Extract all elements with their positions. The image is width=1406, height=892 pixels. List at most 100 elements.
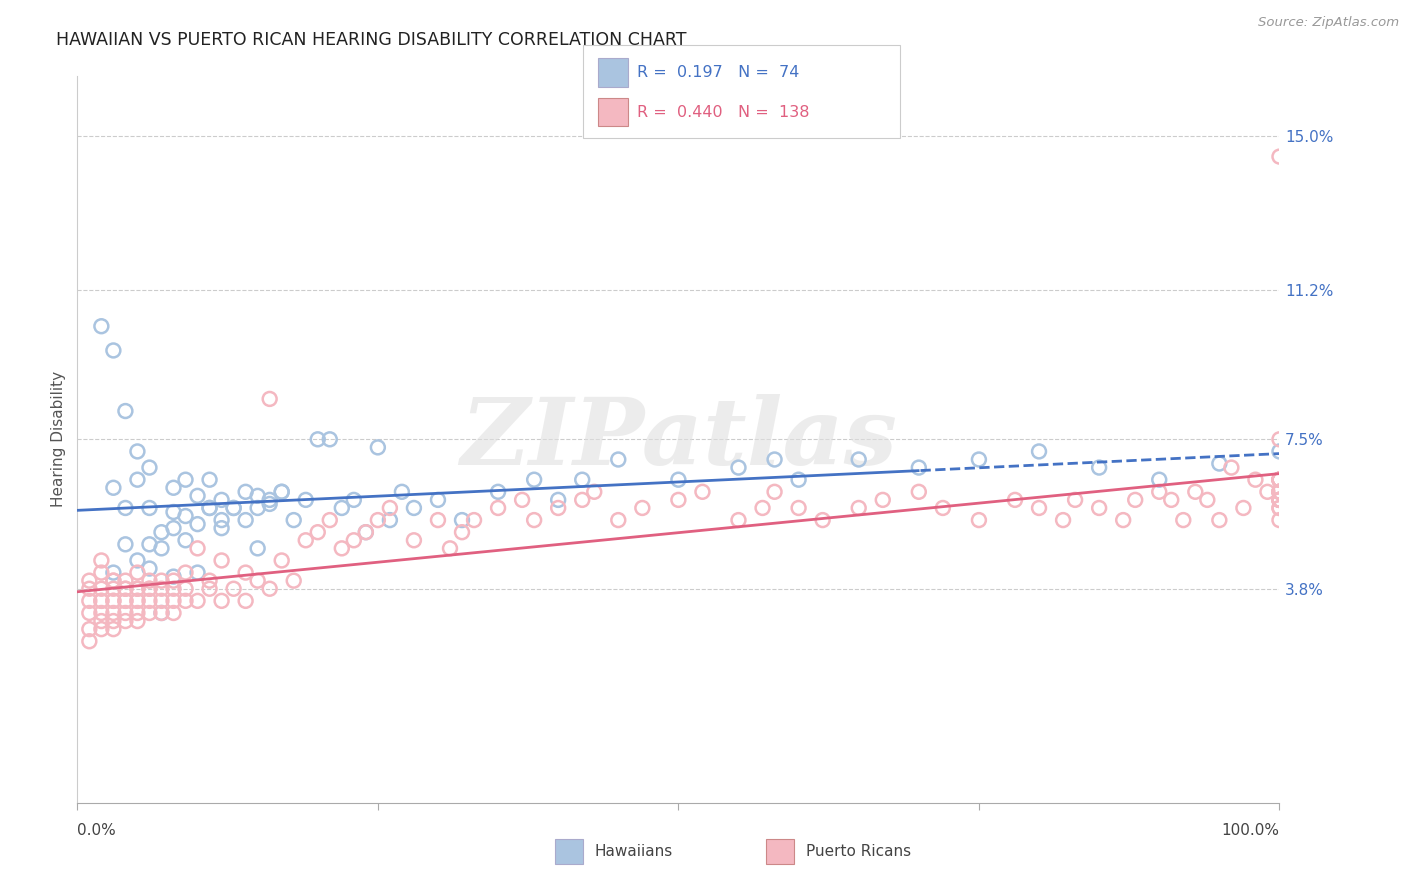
Point [187,489,209,503]
Point [211,492,233,507]
Point [607,452,630,467]
Point [354,525,377,540]
Point [1268,484,1291,499]
Point [787,500,810,515]
Point [162,582,184,596]
Text: R =  0.440   N =  138: R = 0.440 N = 138 [637,104,810,120]
Point [127,594,149,608]
Point [1149,484,1171,499]
Point [402,500,425,515]
Point [246,574,269,588]
Point [198,500,221,515]
Point [103,566,125,580]
Point [162,594,184,608]
Point [150,606,173,620]
Point [510,492,533,507]
Point [967,452,990,467]
Point [1268,500,1291,515]
Point [1268,473,1291,487]
Point [571,473,593,487]
Point [486,484,509,499]
Point [1004,492,1026,507]
Point [607,513,630,527]
Point [1184,484,1206,499]
Point [294,533,316,548]
Point [222,500,245,515]
Text: R =  0.197   N =  74: R = 0.197 N = 74 [637,65,799,80]
Point [198,582,221,596]
Point [1220,460,1243,475]
Point [1088,460,1111,475]
Point [103,594,125,608]
Point [174,509,197,524]
Point [103,481,125,495]
Point [571,492,593,507]
Point [270,484,292,499]
Point [138,582,160,596]
Point [187,594,209,608]
Point [763,452,786,467]
Point [114,574,136,588]
Point [1268,473,1291,487]
Point [174,473,197,487]
Point [211,594,233,608]
Point [259,582,281,596]
Point [330,500,353,515]
Point [307,433,329,447]
Y-axis label: Hearing Disability: Hearing Disability [51,371,66,508]
Point [1028,444,1050,458]
Point [187,566,209,580]
Point [127,606,149,620]
Point [451,513,474,527]
Point [103,574,125,588]
Point [90,553,112,567]
Point [872,492,894,507]
Point [319,433,342,447]
Point [114,582,136,596]
Point [583,484,606,499]
Point [1268,473,1291,487]
Point [1268,492,1291,507]
Point [848,500,870,515]
Point [270,484,292,499]
Point [378,513,401,527]
Point [114,606,136,620]
Point [198,574,221,588]
Point [259,392,281,406]
Point [127,614,149,628]
Point [259,492,281,507]
Point [103,582,125,596]
Point [114,594,136,608]
Point [848,452,870,467]
Point [187,517,209,532]
Point [751,500,773,515]
Point [211,513,233,527]
Point [402,533,425,548]
Point [127,566,149,580]
Point [1268,473,1291,487]
Point [138,606,160,620]
Point [150,582,173,596]
Point [90,582,112,596]
Point [1064,492,1087,507]
Point [811,513,834,527]
Point [1244,473,1267,487]
Point [127,473,149,487]
Point [1052,513,1074,527]
Point [283,513,305,527]
Point [138,582,160,596]
Point [668,492,690,507]
Text: Puerto Ricans: Puerto Ricans [806,845,911,859]
Text: 100.0%: 100.0% [1222,823,1279,838]
Point [222,582,245,596]
Point [727,513,749,527]
Point [114,614,136,628]
Point [150,606,173,620]
Point [79,634,101,648]
Point [127,444,149,458]
Point [330,541,353,556]
Point [439,541,461,556]
Point [235,566,257,580]
Point [162,569,184,583]
Point [90,606,112,620]
